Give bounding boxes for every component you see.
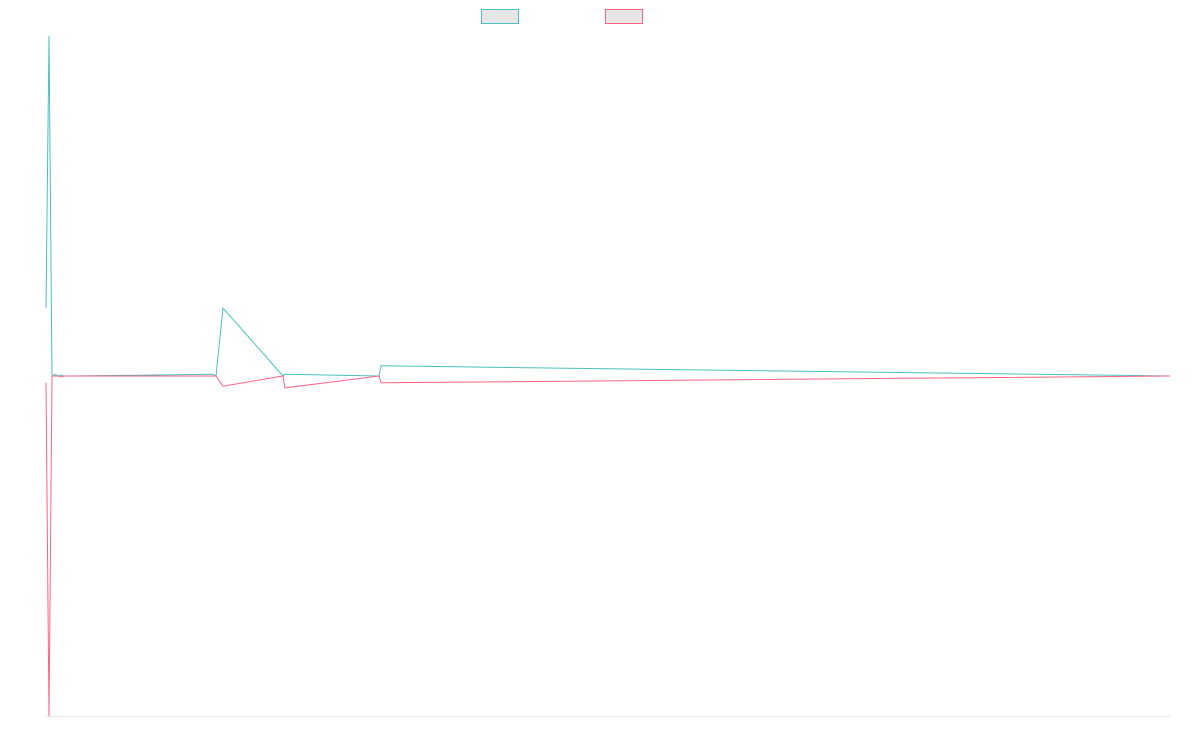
legend-swatch-series-2[interactable] xyxy=(605,9,643,24)
legend xyxy=(0,9,1200,27)
series-line-1[interactable] xyxy=(45,35,1171,377)
series-line-2[interactable] xyxy=(45,375,1171,717)
legend-swatch-series-1[interactable] xyxy=(481,9,519,24)
